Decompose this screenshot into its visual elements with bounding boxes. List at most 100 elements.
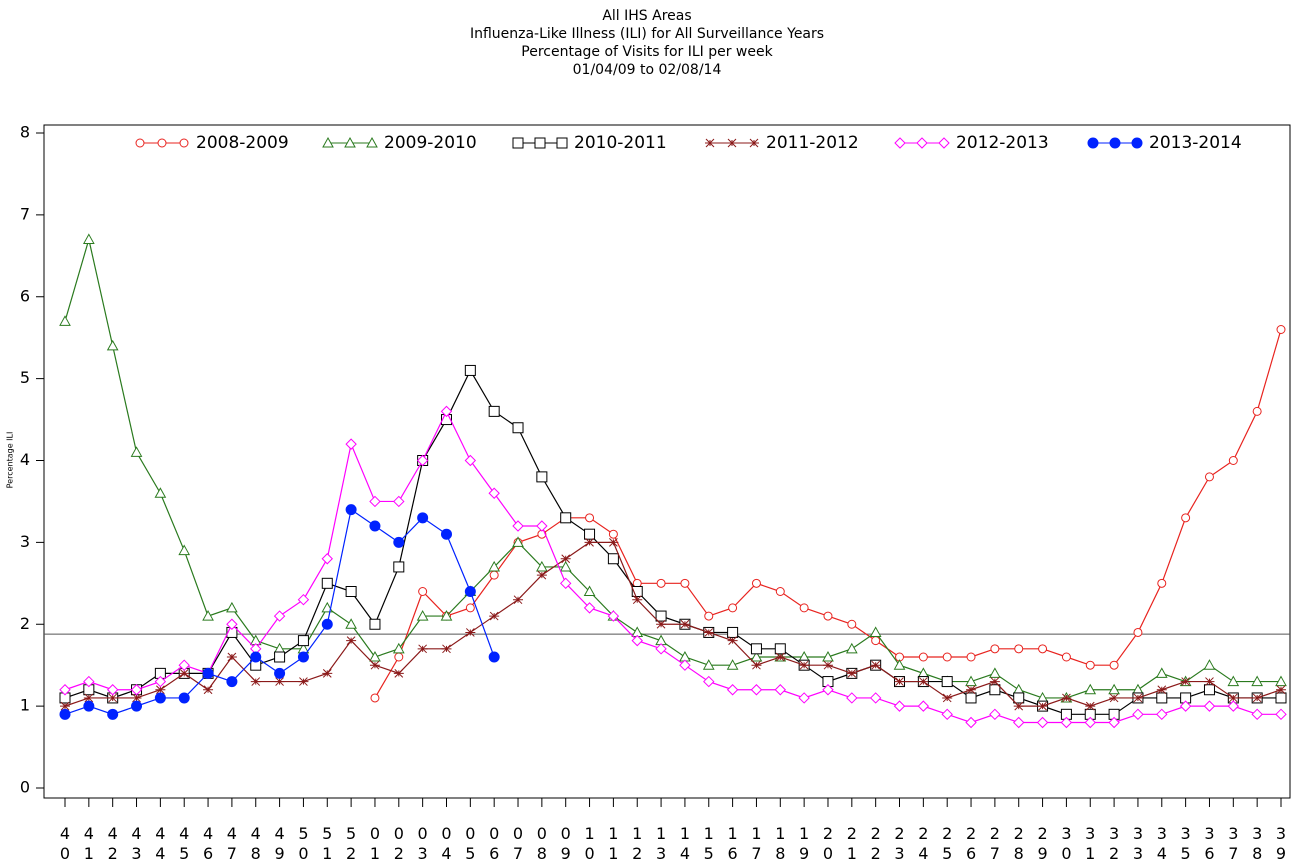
legend-marker: [705, 138, 715, 148]
marker: [321, 553, 333, 565]
marker: [393, 561, 405, 573]
marker: [1275, 675, 1287, 687]
marker: [1085, 660, 1095, 670]
marker: [297, 651, 309, 663]
marker: [1157, 578, 1167, 588]
marker: [536, 471, 548, 483]
marker: [488, 487, 500, 499]
marker: [656, 619, 667, 629]
marker: [750, 684, 763, 696]
marker: [1084, 683, 1097, 695]
chart-title: All IHS Areas: [602, 8, 691, 24]
marker: [798, 692, 810, 704]
marker: [775, 587, 785, 596]
x-tick-label: 30: [1057, 824, 1076, 861]
marker: [1108, 683, 1120, 695]
marker: [512, 422, 524, 434]
marker: [106, 339, 119, 351]
legend-label: 2008-2009: [196, 133, 289, 153]
marker: [1108, 716, 1120, 729]
marker: [345, 618, 357, 629]
x-tick-label: 22: [866, 824, 885, 861]
marker: [83, 700, 95, 712]
marker: [917, 700, 930, 712]
marker: [941, 708, 953, 721]
marker: [393, 669, 404, 678]
series-line: [64, 239, 1281, 699]
marker: [727, 636, 738, 645]
marker: [679, 659, 691, 671]
marker: [416, 454, 429, 467]
marker: [822, 650, 834, 662]
marker: [1012, 683, 1025, 695]
marker: [488, 560, 501, 572]
marker: [464, 586, 476, 597]
marker: [369, 618, 381, 630]
marker: [465, 603, 475, 613]
marker: [750, 650, 763, 662]
marker: [607, 610, 620, 622]
marker: [464, 364, 476, 376]
x-tick-label: 50: [294, 824, 313, 861]
x-tick-label: 12: [628, 824, 647, 861]
marker: [394, 652, 404, 662]
marker: [107, 693, 118, 703]
marker: [536, 560, 548, 572]
marker: [584, 528, 596, 540]
marker: [1013, 701, 1024, 711]
marker: [583, 602, 596, 614]
legend-label: 2012-2013: [956, 133, 1049, 153]
marker: [727, 626, 739, 638]
marker: [1203, 700, 1216, 712]
marker: [393, 495, 405, 508]
marker: [822, 660, 833, 670]
marker: [489, 570, 499, 580]
x-tick-label: 14: [675, 824, 694, 861]
marker: [1276, 325, 1286, 334]
marker: [82, 233, 95, 244]
marker: [989, 677, 1000, 686]
series-line: [64, 541, 1282, 707]
marker: [202, 667, 214, 679]
legend-marker: [344, 136, 356, 148]
marker: [1179, 700, 1192, 712]
marker: [512, 536, 524, 547]
marker: [655, 610, 667, 622]
marker: [130, 684, 143, 696]
marker: [1180, 677, 1191, 686]
marker: [846, 692, 858, 704]
x-tick-label: 24: [914, 824, 933, 861]
marker: [440, 610, 453, 621]
marker: [1276, 685, 1286, 695]
marker: [536, 570, 547, 580]
plot-frame: [43, 124, 1291, 799]
marker: [274, 667, 286, 679]
marker: [202, 610, 214, 621]
marker: [1013, 692, 1025, 704]
marker: [869, 692, 882, 704]
x-tick-label: 20: [818, 824, 837, 861]
marker: [775, 652, 786, 662]
legend-label: 2011-2012: [766, 133, 859, 153]
marker: [178, 659, 190, 671]
marker: [1204, 677, 1215, 686]
marker: [1036, 716, 1049, 729]
chart-title: 01/04/09 to 02/08/14: [573, 62, 722, 78]
marker: [226, 618, 238, 630]
marker: [154, 692, 166, 704]
marker: [846, 669, 857, 678]
marker: [1060, 716, 1073, 729]
marker: [584, 538, 595, 547]
x-tick-label: 28: [1009, 824, 1028, 861]
marker: [1109, 660, 1119, 670]
marker: [1228, 693, 1239, 703]
x-tick-label: 34: [1152, 824, 1171, 861]
marker: [418, 587, 428, 596]
x-tick-label: 51: [318, 824, 337, 861]
chart-title: Influenza-Like Illness (ILI) for All Sur…: [470, 26, 824, 42]
marker: [989, 708, 1001, 721]
legend-marker: [894, 137, 906, 149]
marker: [1014, 644, 1024, 654]
marker: [965, 675, 977, 687]
